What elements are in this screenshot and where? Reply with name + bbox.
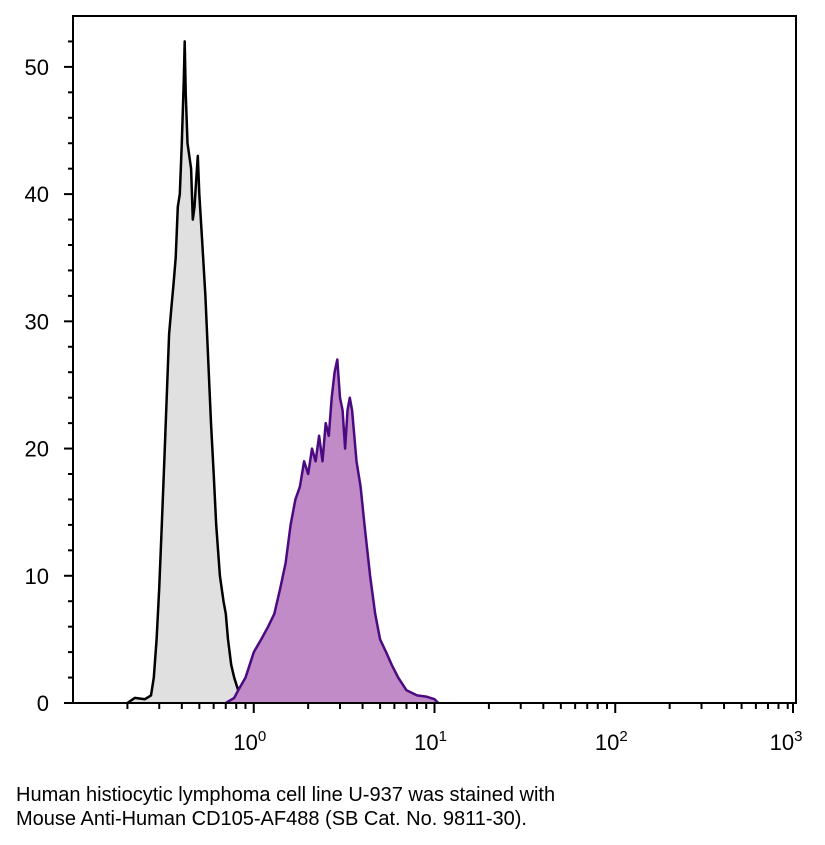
- y-tick-label: 30: [25, 309, 49, 334]
- series-2-line: [225, 358, 440, 705]
- caption-line-2: Mouse Anti-Human CD105-AF488 (SB Cat. No…: [16, 808, 527, 830]
- series-layer: [126, 40, 440, 705]
- figure-caption: Human histiocytic lymphoma cell line U-9…: [16, 783, 816, 831]
- histogram-chart: 0 10 20 30 40 50 100 101 102 103: [25, 15, 803, 755]
- y-tick-label: 50: [25, 55, 49, 80]
- x-ticks: 100 101 102 103: [126, 703, 803, 755]
- series-1-area: [127, 41, 250, 703]
- series-2-area: [225, 359, 439, 703]
- y-tick-label: 20: [25, 437, 49, 462]
- x-tick-label: 102: [595, 728, 628, 755]
- caption-line-1: Human histiocytic lymphoma cell line U-9…: [16, 784, 556, 806]
- y-tick-label: 40: [25, 182, 49, 207]
- x-tick-label: 100: [233, 728, 266, 755]
- y-tick-label: 0: [37, 691, 49, 716]
- y-ticks: 0 10 20 30 40 50: [25, 40, 73, 716]
- x-tick-label: 103: [770, 728, 803, 755]
- series-1-line: [126, 40, 251, 705]
- y-tick-label: 10: [25, 564, 49, 589]
- x-tick-label: 101: [414, 728, 447, 755]
